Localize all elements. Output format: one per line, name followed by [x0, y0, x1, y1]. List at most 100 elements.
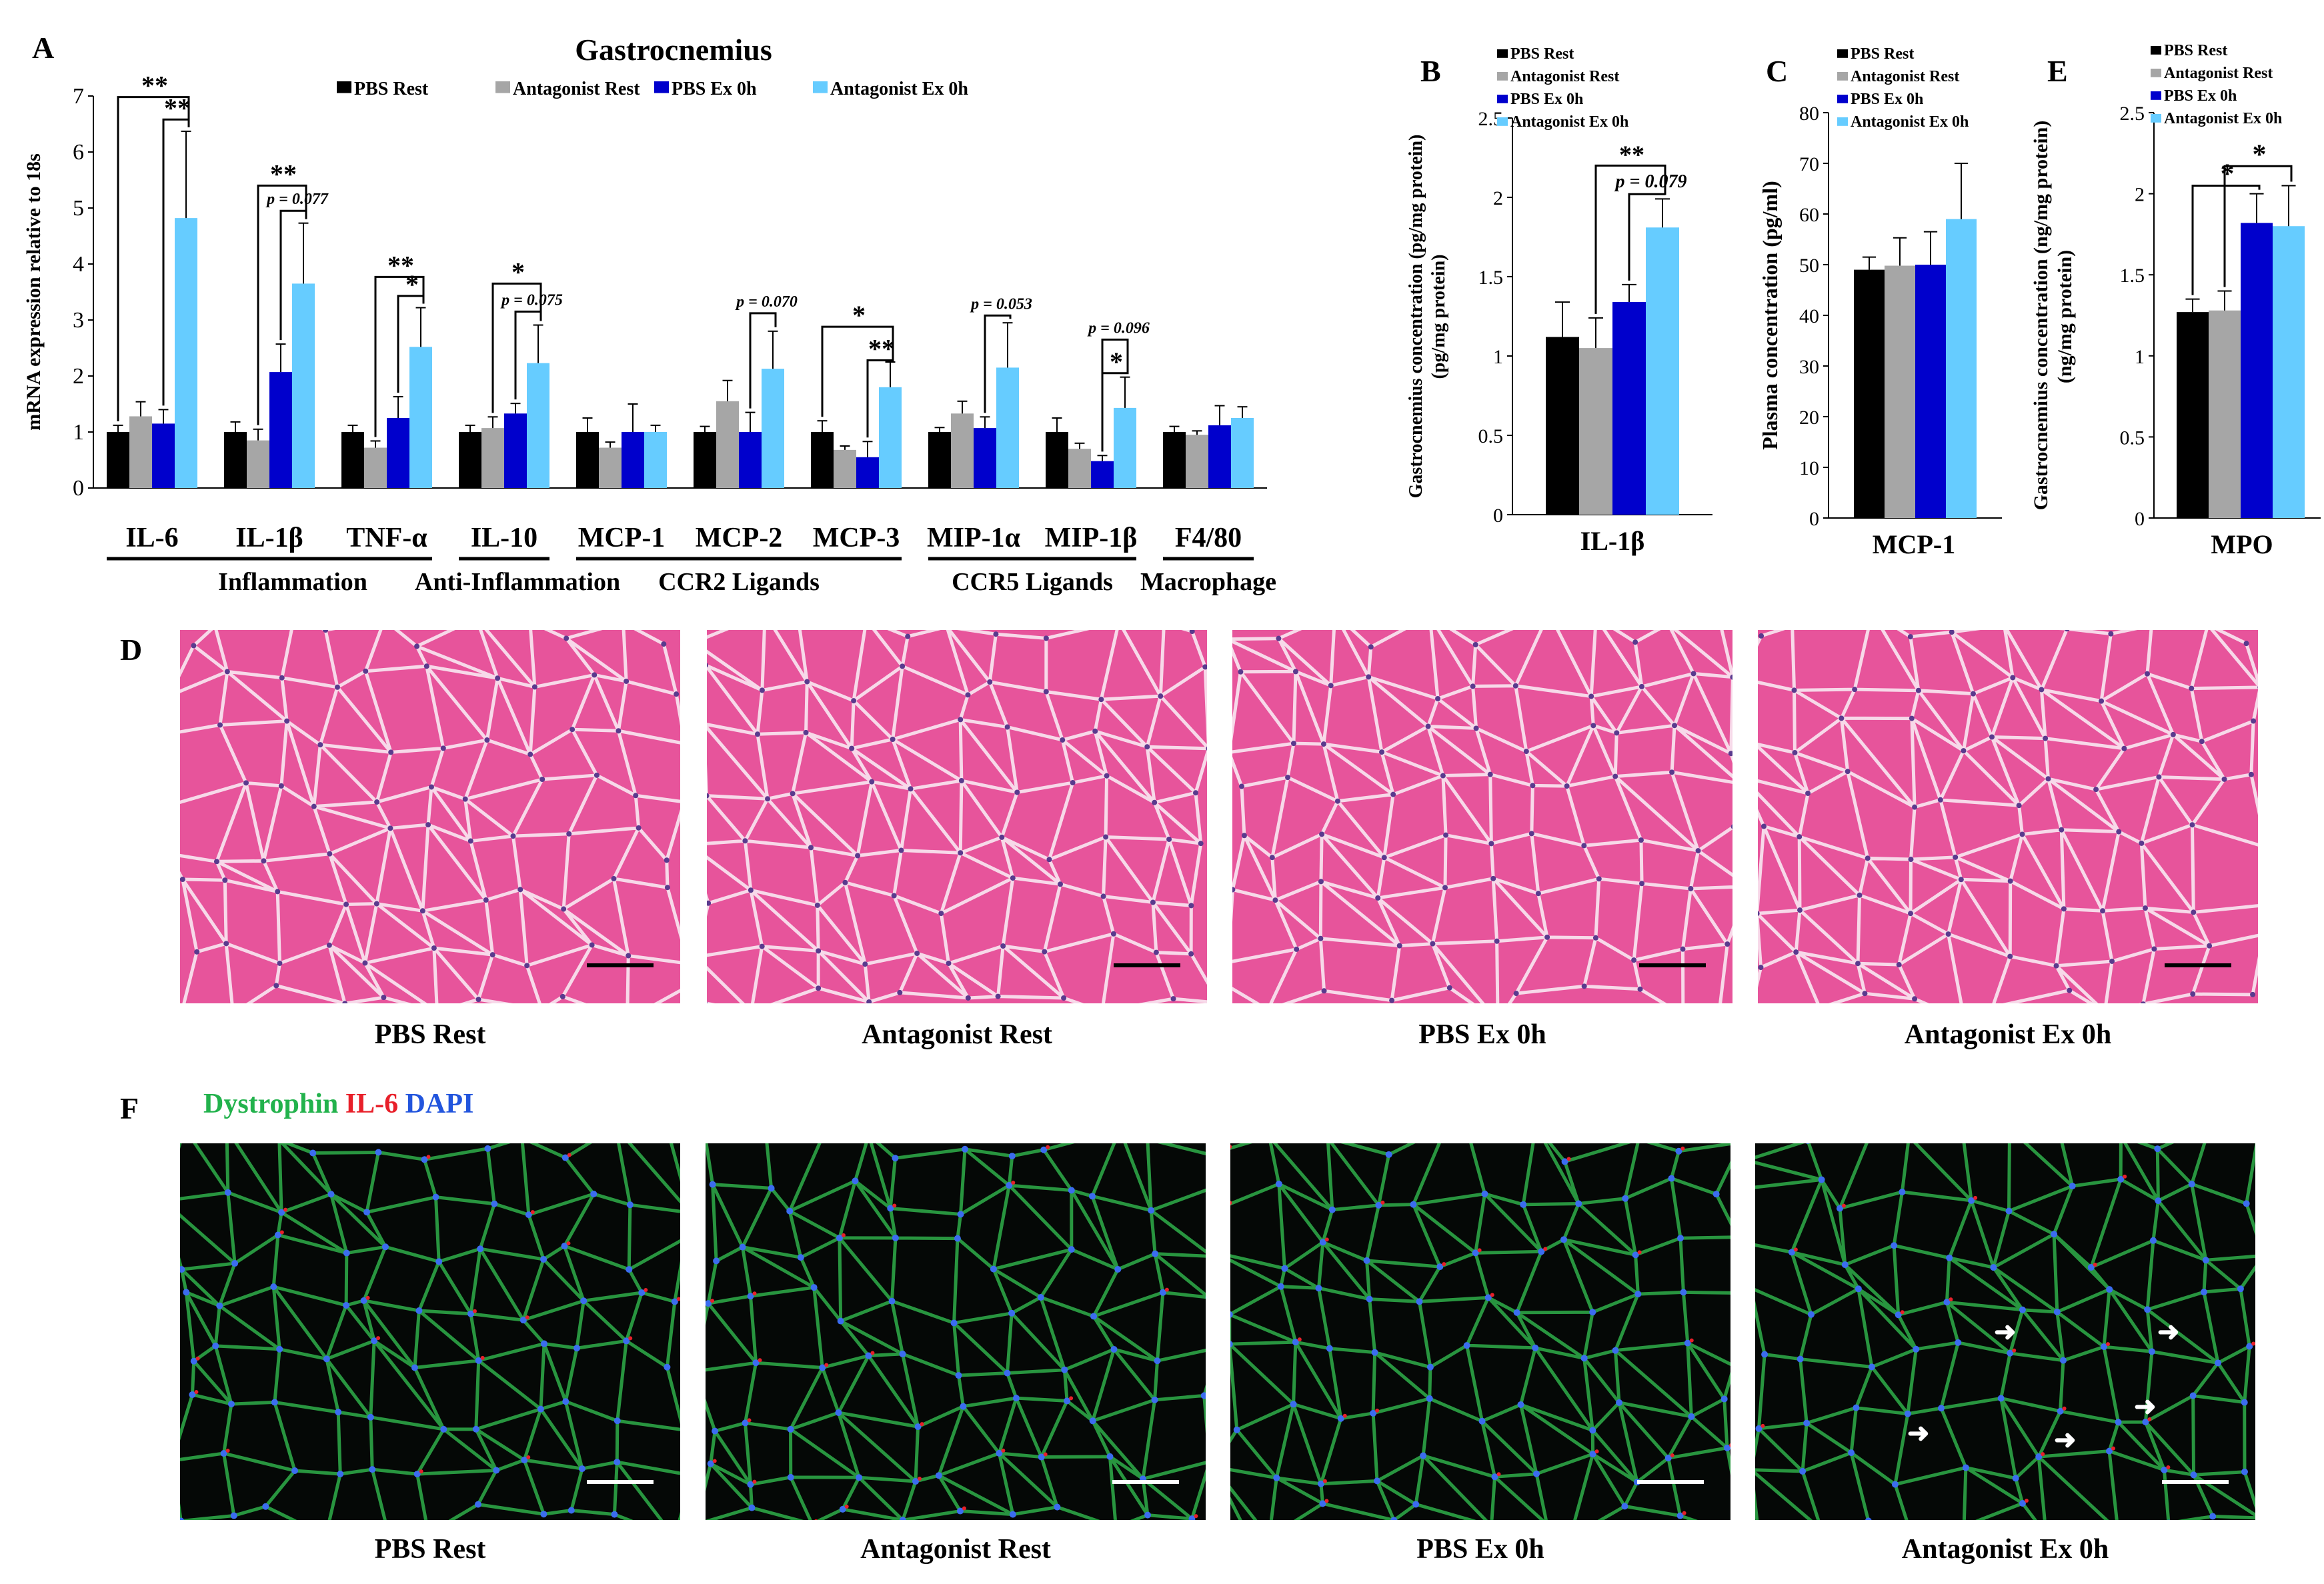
nucleus: [664, 885, 670, 891]
nucleus: [467, 838, 473, 844]
nucleus: [1544, 934, 1550, 940]
nucleus: [1188, 903, 1194, 909]
nucleus: [1269, 855, 1275, 861]
il6-signal: [426, 1155, 431, 1159]
dapi-nucleus: [1106, 1453, 1114, 1460]
if-image-pbs-ex-0h: [1230, 1143, 1730, 1520]
dapi-nucleus: [1997, 1395, 2005, 1402]
nucleus: [561, 906, 567, 912]
nucleus: [1989, 734, 1995, 740]
nucleus: [1793, 949, 1799, 955]
nucleus: [2045, 776, 2051, 782]
dapi-nucleus: [343, 1249, 350, 1257]
nucleus: [425, 822, 431, 828]
il6-signal: [628, 1336, 633, 1341]
dapi-nucleus: [278, 1209, 285, 1216]
dapi-nucleus: [1955, 1339, 1962, 1346]
dapi-nucleus: [1836, 1205, 1843, 1212]
nucleus: [1294, 946, 1300, 952]
dapi-nucleus: [2241, 1468, 2248, 1475]
il6-signal: [1324, 1499, 1329, 1503]
dapi-nucleus: [1616, 1399, 1623, 1406]
nucleus: [1472, 641, 1478, 647]
dapi-nucleus: [837, 1317, 844, 1325]
dapi-nucleus: [955, 1372, 962, 1379]
bar-mpo-antagonist-rest: [2209, 310, 2241, 518]
x-tick-label-mip-1: MIP-1β: [1045, 523, 1138, 553]
bar-mip-1-pbs-ex-0h: [974, 428, 996, 488]
dapi-nucleus: [224, 1189, 231, 1196]
dapi-nucleus: [1436, 1263, 1444, 1271]
dapi-nucleus: [623, 1337, 630, 1345]
nucleus: [1909, 715, 1915, 721]
dapi-nucleus: [231, 1260, 239, 1267]
nucleus: [1761, 823, 1767, 829]
dapi-nucleus: [2237, 1285, 2244, 1293]
nucleus: [1198, 841, 1204, 847]
nucleus: [191, 643, 197, 649]
dapi-nucleus: [2051, 1231, 2058, 1238]
bar-mcp-3-pbs-rest: [811, 432, 834, 488]
bar-mpo-pbs-ex-0h: [2241, 223, 2273, 518]
nucleus: [428, 784, 434, 790]
significance-bracket: [117, 96, 190, 421]
dapi-nucleus: [1990, 1264, 1997, 1271]
x-tick-label-mip-1: MIP-1α: [927, 523, 1021, 553]
he-caption-antagonist-ex-0h: Antagonist Ex 0h: [1904, 1019, 2112, 1050]
he-caption-pbs-rest: PBS Rest: [374, 1019, 486, 1050]
y-tick-label: 1: [2135, 346, 2145, 368]
nucleus: [2248, 771, 2254, 777]
dapi-nucleus: [371, 1337, 378, 1345]
significance-bracket: [374, 275, 425, 437]
dapi-nucleus: [1038, 1453, 1045, 1461]
il6-signal: [710, 1299, 715, 1303]
bar-il-1-pbs-ex-0h: [1612, 302, 1646, 515]
dapi-nucleus: [343, 1301, 350, 1309]
y-tick-label: 0.5: [1478, 425, 1504, 447]
dapi-nucleus: [892, 1234, 899, 1241]
dapi-nucleus: [291, 1467, 299, 1475]
nucleus: [707, 663, 709, 668]
dapi-nucleus: [935, 1472, 942, 1479]
bar-mip-1-antagonist-rest: [951, 413, 974, 488]
dapi-nucleus: [2144, 1306, 2151, 1313]
nucleus: [414, 643, 420, 649]
nucleus: [1473, 725, 1479, 731]
arrow-icon: ➜: [2134, 1391, 2157, 1421]
nucleus: [273, 983, 279, 989]
dapi-nucleus: [1680, 1289, 1687, 1296]
nucleus: [1188, 951, 1194, 957]
significance-bracket: [821, 325, 894, 417]
dapi-nucleus: [1904, 1410, 1911, 1417]
il6-signal: [1637, 1250, 1642, 1255]
legend-label: PBS Rest: [354, 79, 429, 99]
bar-il-6-antagonist-rest: [129, 416, 152, 488]
he-caption-antagonist-rest: Antagonist Rest: [862, 1019, 1052, 1050]
dapi-nucleus: [1315, 1285, 1322, 1292]
nucleus: [2141, 1001, 2146, 1003]
he-image-pbs-ex-0h: [1232, 630, 1732, 1003]
panel-label-f: F: [120, 1091, 139, 1125]
legend-swatch: [1497, 95, 1508, 103]
nucleus: [1915, 687, 1921, 693]
legend-label: Antagonist Ex 0h: [2164, 110, 2282, 127]
nucleus: [855, 853, 861, 859]
dapi-nucleus: [271, 1399, 278, 1406]
nucleus: [2100, 908, 2106, 914]
dapi-nucleus: [1621, 1503, 1628, 1510]
nucleus: [1070, 780, 1076, 786]
dapi-nucleus: [561, 1154, 569, 1161]
dapi-nucleus: [950, 1319, 958, 1327]
il6-signal: [1490, 1293, 1494, 1297]
fiber-boundaries: [1758, 630, 2258, 1003]
nucleus: [1000, 943, 1006, 949]
y-tick-label: 4: [73, 252, 84, 277]
nucleus: [1845, 769, 1851, 775]
nucleus: [633, 793, 639, 799]
il6-signal: [1442, 1262, 1446, 1267]
nucleus: [914, 951, 920, 957]
stain-legend-dystrophin: Dystrophin: [203, 1089, 339, 1119]
nucleus: [2039, 687, 2045, 693]
nucleus: [1937, 797, 1943, 803]
legend-swatch: [2151, 114, 2161, 123]
